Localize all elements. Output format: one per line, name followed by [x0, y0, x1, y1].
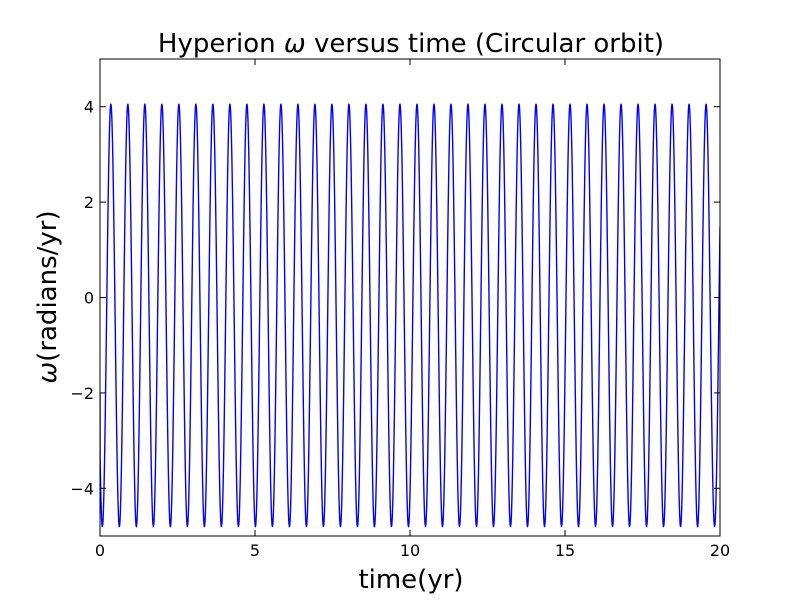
plot-area	[99, 58, 721, 537]
y-tick-label-2: 2	[84, 193, 94, 212]
y-axis-label: ω(radians/yr)	[33, 210, 63, 383]
y-tick-label-0: 0	[84, 289, 94, 308]
x-tick-label-0: 0	[95, 541, 105, 560]
y-axis-ticks: −4 −2 0 2 4	[70, 98, 720, 498]
x-tick-label-10: 10	[400, 541, 420, 560]
series-line-0	[100, 102, 720, 528]
y-axis-label-symbol: ω	[33, 362, 63, 384]
x-axis-label: time(yr)	[358, 565, 463, 595]
chart-title-symbol: ω	[284, 29, 306, 59]
y-tick-label--4: −4	[70, 479, 94, 498]
chart-title-suffix: versus time (Circular orbit)	[306, 29, 664, 59]
series-lines	[100, 102, 720, 528]
x-tick-label-20: 20	[710, 541, 730, 560]
y-tick-label-4: 4	[84, 98, 94, 117]
chart-title-prefix: Hyperion	[158, 29, 284, 59]
x-tick-label-5: 5	[250, 541, 260, 560]
chart-title: Hyperion ω versus time (Circular orbit)	[158, 29, 664, 59]
x-axis-ticks: 0 5 10 15 20	[95, 59, 730, 560]
y-axis-label-text: (radians/yr)	[33, 210, 63, 361]
x-tick-label-15: 15	[555, 541, 575, 560]
y-tick-label--2: −2	[70, 384, 94, 403]
